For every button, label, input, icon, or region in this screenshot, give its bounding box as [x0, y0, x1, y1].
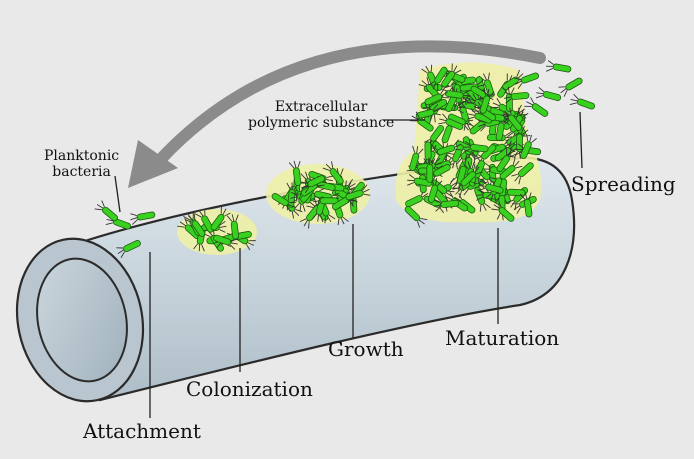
- bacterium-icon: [479, 88, 495, 114]
- label-spreading: Spreading: [571, 172, 676, 196]
- bacterium-icon: [288, 160, 302, 187]
- label-growth: Growth: [328, 337, 404, 361]
- bacterium-icon: [345, 184, 371, 201]
- bacterium-icon: [448, 113, 474, 131]
- bacterium-icon: [478, 179, 504, 194]
- bacterium-icon: [436, 139, 462, 156]
- label-planktonic-line2: bacteria: [52, 164, 111, 181]
- leader-lines: [114, 111, 583, 418]
- bacterium-icon: [130, 211, 156, 225]
- bacterium-icon: [427, 177, 443, 203]
- bacterium-icon: [210, 206, 231, 231]
- label-eps: Extracellular polymeric substance: [248, 99, 394, 131]
- bacterium-icon: [194, 208, 214, 233]
- bacterium-icon: [433, 199, 460, 212]
- bacterium-icon: [535, 86, 562, 101]
- bacterium-icon: [213, 234, 239, 250]
- bacterium-icon: [444, 90, 471, 102]
- bacterium-icon: [491, 200, 515, 222]
- label-eps-line2: polymeric substance: [248, 115, 395, 132]
- bacterium-icon: [520, 133, 537, 159]
- bacterium-icon: [415, 104, 441, 119]
- bacterium-icon: [226, 214, 239, 240]
- bacterium-icon: [300, 175, 326, 194]
- bacterium-icon: [519, 192, 533, 218]
- pipe-lumen: [36, 257, 128, 383]
- bacterium-icon: [460, 163, 483, 187]
- bacterium-icon: [558, 77, 583, 97]
- bacterium-icon: [116, 240, 141, 259]
- bacterium-icon: [423, 157, 436, 183]
- bacterium-icon: [500, 107, 523, 131]
- bacterium-icon: [271, 193, 297, 212]
- bacterium-icon: [424, 87, 450, 106]
- curved-arrow-icon: [128, 40, 546, 188]
- bacterium-icon: [322, 161, 344, 185]
- bacterium-icon: [94, 200, 118, 222]
- bacterium-icon: [463, 140, 489, 153]
- label-planktonic-line1: Planktonic: [44, 148, 120, 164]
- bacteria-layer: [94, 60, 596, 259]
- bacterium-icon: [184, 213, 206, 237]
- bacterium-icon: [441, 63, 462, 88]
- label-attachment: Attachment: [83, 419, 201, 443]
- label-maturation: Maturation: [445, 326, 560, 350]
- bacterium-icon: [409, 145, 424, 172]
- label-eps-line1: Extracellular: [274, 99, 368, 115]
- bacterium-icon: [569, 93, 596, 110]
- bacterium-icon: [438, 113, 464, 130]
- bacterium-icon: [514, 72, 540, 90]
- leader-spreading: [579, 111, 583, 169]
- bacterium-icon: [313, 195, 339, 208]
- bacterium-icon: [409, 111, 434, 132]
- bacterium-icon: [511, 162, 534, 185]
- bacterium-icon: [546, 60, 572, 73]
- bacterium-icon: [524, 97, 549, 117]
- bacterium-icon: [496, 147, 517, 172]
- bacterium-icon: [478, 72, 495, 98]
- bacterium-icon: [404, 206, 428, 228]
- bacterium-icon: [502, 69, 526, 91]
- label-colonization: Colonization: [186, 377, 313, 401]
- leader-planktonic: [114, 175, 121, 213]
- bacterium-icon: [504, 91, 530, 104]
- bacterium-icon: [428, 66, 448, 92]
- label-planktonic-bacteria: Planktonic bacteria: [44, 148, 119, 180]
